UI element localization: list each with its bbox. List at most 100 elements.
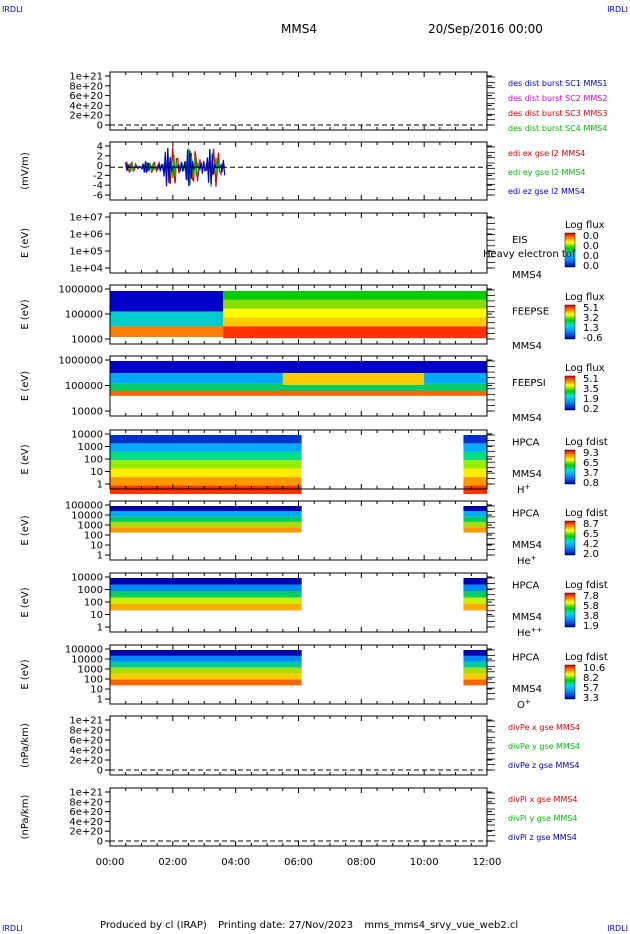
heatmap-segment-2-band-2 xyxy=(463,443,487,452)
instrument-label: HPCA xyxy=(512,653,540,664)
y-tick-label: 10000 xyxy=(71,407,103,418)
heatmap-band-3 xyxy=(223,308,487,318)
y-tick-label: 6e+20 xyxy=(69,807,103,818)
y-tick-label: -2 xyxy=(93,171,103,182)
heatmap-segment-1-band-1 xyxy=(110,578,302,585)
legend-series-3: divPe z gse MMS4 xyxy=(508,761,579,770)
heatmap-segment-1-band-1 xyxy=(110,435,302,444)
legend-series-2: divPi y gse MMS4 xyxy=(508,814,577,823)
panel-hpca-hepp xyxy=(105,572,576,633)
spacecraft-title: MMS4 xyxy=(281,22,317,36)
heatmap-segment-2-band-3 xyxy=(463,516,487,522)
colorbar-title: Log flux xyxy=(565,363,605,374)
instrument-label: FEEPSI xyxy=(512,378,546,389)
species-label: O+ xyxy=(517,698,531,711)
y-tick-label: 10 xyxy=(90,685,103,696)
heatmap-segment-1-band-2 xyxy=(110,584,302,591)
heatmap-band-1 xyxy=(223,291,487,300)
heatmap-segment-2-band-6 xyxy=(463,477,487,486)
colorbar-title: Log flux xyxy=(565,220,605,231)
y-tick-label: 6e+20 xyxy=(69,91,103,102)
y-tick-label: 1e+21 xyxy=(69,716,103,727)
colorbar-tick-label: 8.2 xyxy=(583,673,599,684)
heatmap-segment-2-band-2 xyxy=(463,511,487,517)
spacecraft-label: MMS4 xyxy=(512,612,542,623)
footer-produced-by: Produced by cl (IRAP) xyxy=(100,920,207,931)
legend-series-1: edi ex gse l2 MMS4 xyxy=(508,149,585,158)
x-tick-label: 10:00 xyxy=(410,857,439,868)
heatmap-segment-1-band-3 xyxy=(110,661,302,668)
y-tick-label: 1000 xyxy=(78,521,103,532)
colorbar-tick-label: 9.3 xyxy=(583,448,599,459)
y-tick-label: 100 xyxy=(84,675,103,686)
y-tick-label: 100000 xyxy=(65,310,103,321)
heatmap-segment-2-band-5 xyxy=(463,527,487,533)
colorbar xyxy=(564,375,576,411)
panel-frame xyxy=(109,715,488,776)
panel-hpca-hepp-data xyxy=(110,578,487,611)
heatmap-band-yellow-arc xyxy=(282,373,425,385)
species-label: He+ xyxy=(517,554,537,567)
panel-eis xyxy=(105,212,576,274)
y-tick-label: 1000000 xyxy=(58,285,103,296)
heatmap-band-green xyxy=(110,383,487,391)
instrument-label: HPCA xyxy=(512,581,540,592)
heatmap-segment-1-band-6 xyxy=(110,477,302,486)
colorbar-tick-label: 1.9 xyxy=(583,621,599,632)
panel-divpe xyxy=(105,715,495,776)
legend-series-2: edi ey gse l2 MMS4 xyxy=(508,168,586,177)
footer-script: mms_mms4_srvy_vue_web2.cl xyxy=(364,920,519,931)
y-tick-label: 8e+20 xyxy=(69,797,103,808)
heatmap-segment-2-band-4 xyxy=(463,667,487,674)
y-tick-label: 1e+21 xyxy=(69,788,103,799)
heatmap-band-low-energy-blue xyxy=(110,291,224,312)
y-axis-label: (nPa/km) xyxy=(20,723,31,768)
heatmap-segment-1-band-1 xyxy=(110,650,302,656)
heatmap-segment-1-band-5 xyxy=(110,468,302,478)
y-tick-label: 1000 xyxy=(78,585,103,596)
spacecraft-label: MMS4 xyxy=(512,270,542,281)
y-tick-label: 10000 xyxy=(71,335,103,346)
x-tick-label: 08:00 xyxy=(347,857,376,868)
colorbar-tick-label: 1.9 xyxy=(583,394,599,405)
y-tick-label: 6e+20 xyxy=(69,736,103,747)
heatmap-segment-2-band-1 xyxy=(463,650,487,656)
x-tick-label: 00:00 xyxy=(96,857,125,868)
y-tick-label: 1e+05 xyxy=(69,247,103,258)
y-tick-label: 8e+20 xyxy=(69,81,103,92)
colorbar-title: Log fdist xyxy=(565,437,608,448)
heatmap-band-orange xyxy=(110,326,224,338)
colorbar xyxy=(564,304,576,340)
heatmap-segment-1-band-6 xyxy=(110,679,302,686)
colorbar-title: Log fdist xyxy=(565,508,608,519)
colorbar xyxy=(564,232,576,268)
y-axis-label: E (eV) xyxy=(20,228,31,258)
colorbar-tick-label: 0.0 xyxy=(583,261,599,272)
heatmap-segment-1-band-2 xyxy=(110,655,302,662)
panel-hpca-o-data xyxy=(110,650,487,686)
heatmap-segment-2-band-2 xyxy=(463,584,487,591)
y-tick-label: 1 xyxy=(97,695,103,706)
y-tick-label: 0 xyxy=(97,837,103,848)
heatmap-segment-1-band-2 xyxy=(110,443,302,452)
instrument-label: HPCA xyxy=(512,509,540,520)
colorbar-tick-label: 7.8 xyxy=(583,591,599,602)
corner-mark-top-right: IRDLI xyxy=(607,5,628,14)
date-title: 20/Sep/2016 00:00 xyxy=(428,22,543,36)
legend-series-3: divPi z gse MMS4 xyxy=(508,833,577,842)
panel-frame xyxy=(109,71,488,131)
heatmap-segment-1-band-3 xyxy=(110,516,302,522)
y-tick-label: -6 xyxy=(93,191,103,202)
spacecraft-label: MMS4 xyxy=(512,540,542,551)
colorbar-tick-label: 3.2 xyxy=(583,313,599,324)
legend-series-2: des dist burst SC2 MMS2 xyxy=(508,94,607,103)
footer: Produced by cl (IRAP) Printing date: 27/… xyxy=(100,920,518,931)
y-tick-label: 8e+20 xyxy=(69,726,103,737)
y-tick-label: 1e+07 xyxy=(69,213,103,224)
colorbar-tick-label: 0.0 xyxy=(583,241,599,252)
spacecraft-label: MMS4 xyxy=(512,469,542,480)
y-tick-label: 1e+04 xyxy=(69,264,103,275)
x-tick-label: 06:00 xyxy=(284,857,313,868)
colorbar xyxy=(564,664,576,700)
y-tick-label: 4 xyxy=(97,142,103,153)
